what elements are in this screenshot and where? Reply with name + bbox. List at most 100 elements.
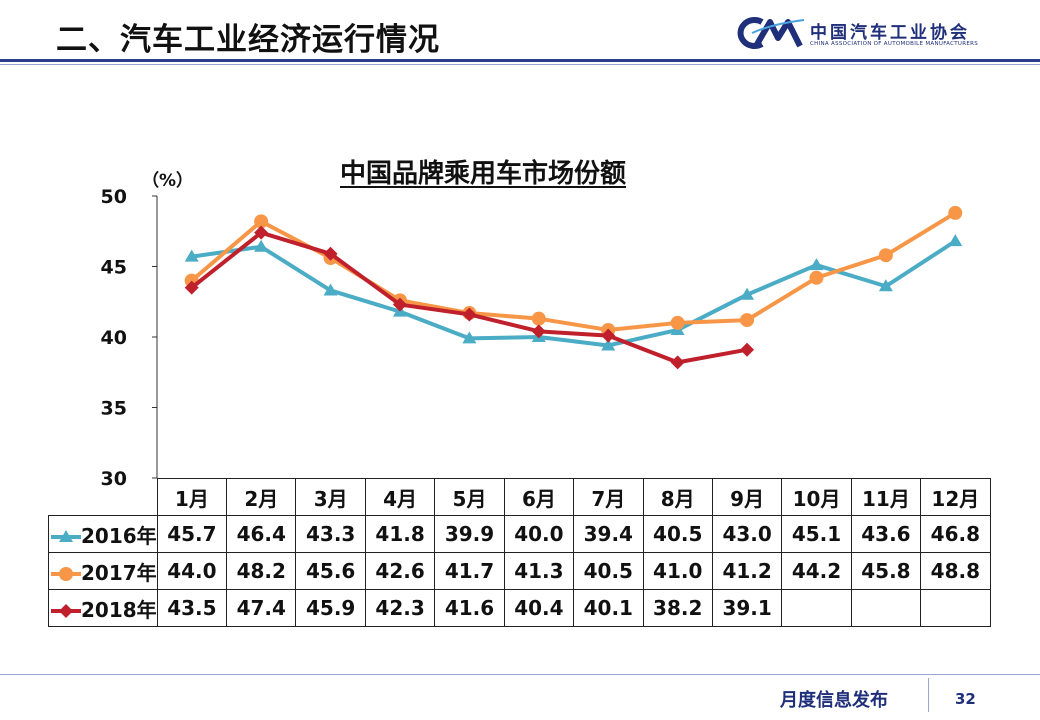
data-point-2016年-9月 bbox=[740, 287, 755, 300]
data-label bbox=[781, 589, 852, 627]
data-point-2018年-6月 bbox=[531, 324, 546, 339]
page-title: 二、汽车工业经济运行情况 bbox=[56, 22, 440, 58]
data-label: 38.2 bbox=[642, 589, 713, 627]
data-point-2016年-2月 bbox=[254, 239, 269, 252]
header: 二、汽车工业经济运行情况 中国汽车工业协会 CHINA ASSOCIATION … bbox=[0, 0, 1040, 65]
table-row: 2016年 45.7 46.4 43.3 41.8 39.9 40.0 39.4 40.5 43.… bbox=[48, 515, 991, 553]
data-label: 39.9 bbox=[434, 515, 505, 553]
header-rule-thin bbox=[0, 64, 1040, 65]
data-label: 45.9 bbox=[295, 589, 366, 627]
y-axis-label: （%） bbox=[142, 170, 193, 191]
data-label: 40.4 bbox=[503, 589, 575, 627]
data-point-2018年-7月 bbox=[601, 328, 616, 343]
x-tick-label: 5月 bbox=[434, 478, 505, 516]
legend-label: 2017年 bbox=[81, 560, 157, 585]
data-point-2018年-2月 bbox=[254, 225, 269, 240]
y-tick-label: 40 bbox=[101, 327, 127, 349]
data-label bbox=[920, 589, 991, 627]
chart-title: 中国品牌乘用车市场份额 bbox=[340, 159, 627, 189]
data-label: 47.4 bbox=[226, 589, 297, 627]
data-label: 41.6 bbox=[434, 589, 505, 627]
table-row: 2017年 44.0 48.2 45.6 42.6 41.7 41.3 40.5 41.0 41.… bbox=[48, 552, 991, 590]
data-label: 44.2 bbox=[781, 552, 852, 590]
x-tick-label: 4月 bbox=[364, 478, 436, 516]
x-tick-label: 6月 bbox=[503, 478, 575, 516]
legend-marker-diamond-icon bbox=[51, 604, 81, 618]
legend-entry: 2017年 bbox=[48, 552, 158, 590]
footer-label: 月度信息发布 bbox=[780, 690, 888, 711]
data-label: 41.2 bbox=[711, 552, 783, 590]
data-label: 46.8 bbox=[920, 515, 991, 553]
data-point-2018年-1月 bbox=[184, 280, 199, 295]
data-label: 46.4 bbox=[226, 515, 297, 553]
y-tick-label: 35 bbox=[101, 398, 127, 420]
legend-label: 2018年 bbox=[81, 597, 157, 622]
table-corner bbox=[49, 479, 158, 516]
data-label bbox=[850, 589, 922, 627]
data-label: 40.1 bbox=[573, 589, 644, 627]
data-label: 45.1 bbox=[781, 515, 852, 553]
data-point-2017年-11月 bbox=[878, 248, 893, 263]
data-label: 41.0 bbox=[642, 552, 713, 590]
series-line-2016年 bbox=[191, 239, 957, 348]
data-label: 39.4 bbox=[573, 515, 644, 553]
data-label: 41.3 bbox=[503, 552, 575, 590]
x-tick-label: 10月 bbox=[781, 478, 852, 516]
data-label: 45.7 bbox=[156, 515, 228, 553]
data-label: 43.5 bbox=[156, 589, 228, 627]
table-header-row: 1月 2月 3月 4月 5月 6月 7月 8月 9月 10月 11月 12月 bbox=[49, 478, 991, 516]
data-point-2016年-10月 bbox=[809, 258, 824, 271]
data-label: 40.0 bbox=[503, 515, 575, 553]
data-point-2018年-3月 bbox=[323, 246, 338, 261]
data-label: 48.8 bbox=[920, 552, 991, 590]
logo-chinese-name: 中国汽车工业协会 bbox=[810, 23, 970, 43]
x-tick-label: 1月 bbox=[156, 478, 228, 516]
data-label: 41.8 bbox=[364, 515, 436, 553]
x-tick-label: 7月 bbox=[573, 478, 644, 516]
legend-marker-circle-icon bbox=[51, 567, 81, 581]
data-point-2017年-8月 bbox=[670, 315, 685, 330]
data-point-2016年-11月 bbox=[878, 279, 893, 292]
data-label: 44.0 bbox=[156, 552, 228, 590]
x-tick-label: 9月 bbox=[711, 478, 783, 516]
header-rule bbox=[0, 59, 1040, 62]
x-tick-label: 8月 bbox=[642, 478, 713, 516]
data-label: 40.5 bbox=[573, 552, 644, 590]
legend-label: 2016年 bbox=[81, 523, 157, 548]
data-label: 41.7 bbox=[434, 552, 505, 590]
data-label: 48.2 bbox=[226, 552, 297, 590]
data-point-2017年-6月 bbox=[531, 311, 546, 326]
data-point-2018年-8月 bbox=[670, 355, 685, 370]
data-table: 1月 2月 3月 4月 5月 6月 7月 8月 9月 10月 11月 12月 2016年 45.7 46.4… bbox=[48, 478, 991, 627]
data-point-2017年-9月 bbox=[740, 313, 755, 328]
table-row: 2018年 43.5 47.4 45.9 42.3 41.6 40.4 40.1 38.2 39.… bbox=[48, 589, 991, 627]
data-point-2016年-5月 bbox=[462, 331, 477, 344]
data-label: 45.8 bbox=[850, 552, 922, 590]
logo: 中国汽车工业协会 CHINA ASSOCIATION OF AUTOMOBILE… bbox=[732, 14, 1032, 54]
x-tick-label: 12月 bbox=[920, 478, 991, 516]
data-point-2016年-12月 bbox=[948, 234, 963, 247]
data-point-2018年-4月 bbox=[392, 297, 407, 312]
legend-marker-triangle-icon bbox=[51, 530, 81, 542]
data-label: 40.5 bbox=[642, 515, 713, 553]
data-point-2016年-3月 bbox=[323, 283, 338, 296]
legend-entry: 2018年 bbox=[48, 589, 158, 627]
data-label: 39.1 bbox=[711, 589, 783, 627]
page-number: 32 bbox=[955, 690, 976, 708]
data-point-2018年-5月 bbox=[462, 307, 477, 322]
data-point-2016年-7月 bbox=[601, 338, 616, 351]
x-tick-label: 3月 bbox=[295, 478, 366, 516]
footer-rule bbox=[0, 674, 1040, 675]
data-label: 42.3 bbox=[364, 589, 436, 627]
x-tick-label: 11月 bbox=[850, 478, 922, 516]
logo-english-name: CHINA ASSOCIATION OF AUTOMOBILE MANUFACT… bbox=[810, 41, 979, 47]
data-point-2017年-12月 bbox=[948, 205, 963, 220]
cm-logo-icon bbox=[737, 17, 805, 49]
data-label: 43.0 bbox=[711, 515, 783, 553]
legend-entry: 2016年 bbox=[48, 515, 158, 553]
x-tick-label: 2月 bbox=[226, 478, 297, 516]
data-label: 43.3 bbox=[295, 515, 366, 553]
data-point-2017年-2月 bbox=[254, 214, 269, 229]
data-point-2016年-1月 bbox=[184, 249, 199, 262]
